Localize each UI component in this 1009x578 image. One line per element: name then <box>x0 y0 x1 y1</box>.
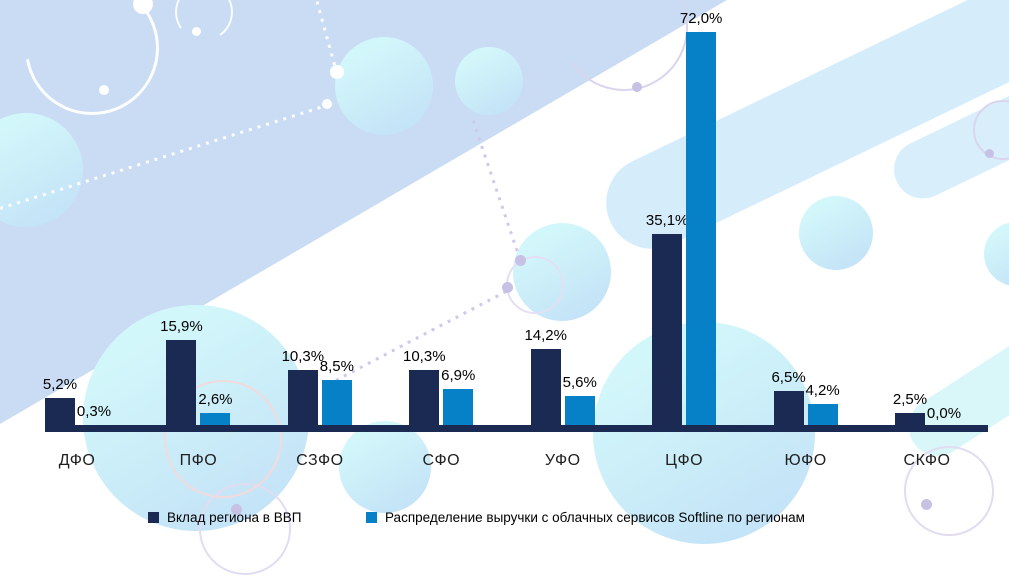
gdp-bar <box>166 340 197 427</box>
cloud-revenue-bar <box>321 380 352 427</box>
category-label: ЮФО <box>784 452 827 469</box>
x-axis-line <box>45 425 988 432</box>
value-label: 5,6% <box>562 374 597 391</box>
value-label: 10,3% <box>403 348 446 365</box>
value-label: 6,9% <box>441 367 476 384</box>
value-label: 4,2% <box>805 382 840 399</box>
value-label: 2,6% <box>198 391 233 408</box>
value-label: 15,9% <box>160 318 203 335</box>
cloud-revenue-bar <box>686 32 717 427</box>
legend-item-gdp: Вклад региона в ВВП <box>148 510 301 525</box>
legend-label-cloud-revenue: Распределение выручки с облачных сервисо… <box>385 510 805 525</box>
cloud-revenue-bar <box>564 396 595 427</box>
value-label: 0,3% <box>76 403 112 420</box>
category-label: СКФО <box>903 452 951 469</box>
value-label: 14,2% <box>524 327 567 344</box>
chart-legend: Вклад региона в ВВП Распределение выручк… <box>0 510 1009 532</box>
category-label: СФО <box>422 452 461 469</box>
category-label: УФО <box>544 452 581 469</box>
legend-item-cloud-revenue: Распределение выручки с облачных сервисо… <box>366 510 805 525</box>
cloud-revenue-bar <box>443 389 474 427</box>
value-label: 0,0% <box>926 405 962 422</box>
value-label: 8,5% <box>319 358 354 375</box>
gdp-bar <box>287 370 318 427</box>
category-label: ЦФО <box>665 452 704 469</box>
category-label: ДФО <box>58 452 96 469</box>
legend-swatch-gdp <box>148 512 159 523</box>
legend-label-gdp: Вклад региона в ВВП <box>167 510 302 525</box>
value-label: 5,2% <box>42 376 78 393</box>
gdp-bar <box>652 234 683 427</box>
cloud-revenue-bar <box>807 404 838 427</box>
legend-swatch-cloud-revenue <box>366 512 377 523</box>
value-label: 72,0% <box>679 10 723 27</box>
category-label: СЗФО <box>296 452 344 469</box>
category-label: ПФО <box>179 452 218 469</box>
